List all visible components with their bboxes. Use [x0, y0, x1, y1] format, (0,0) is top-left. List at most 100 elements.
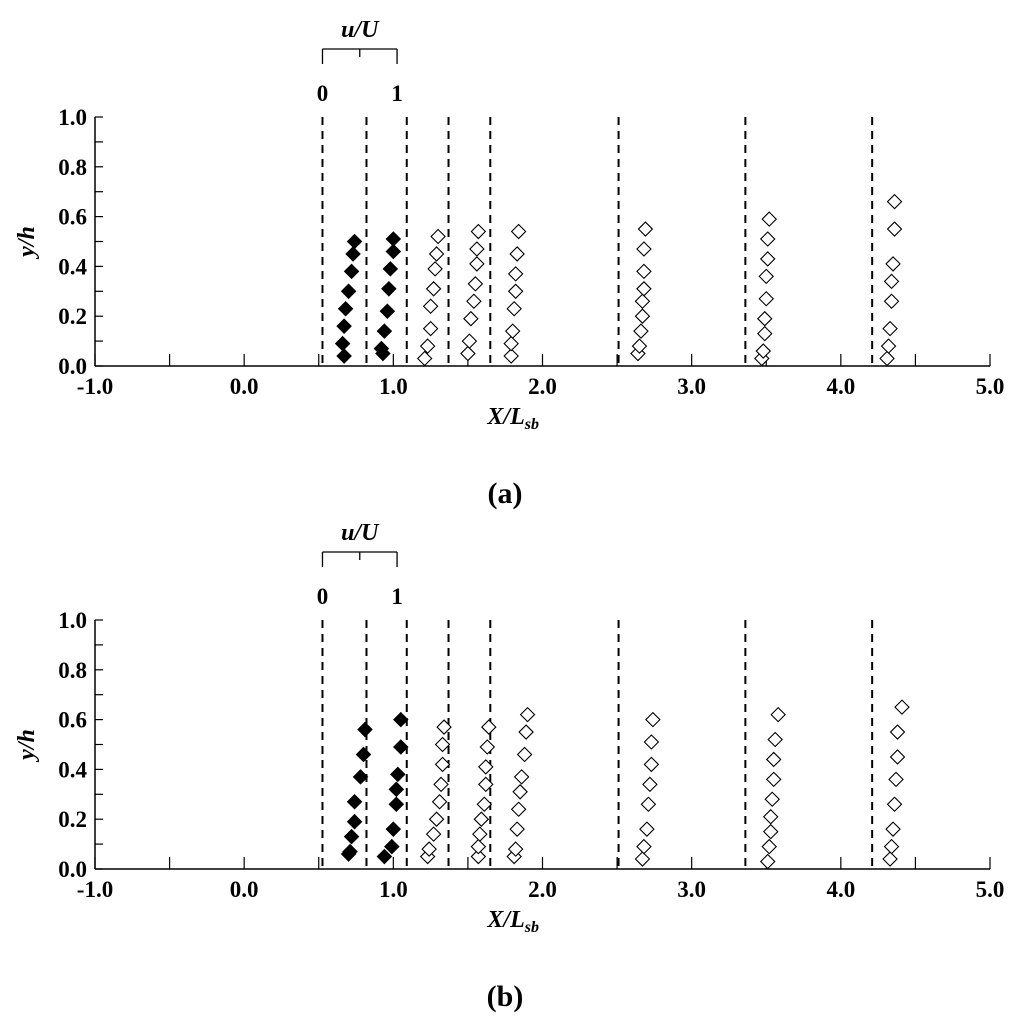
y-tick-label: 0.8 [58, 155, 87, 180]
open-diamond-point [889, 749, 906, 765]
open-diamond-point [419, 338, 436, 354]
open-diamond-point [519, 706, 536, 723]
y-tick-label: 0.0 [58, 857, 87, 882]
open-diamond-point [886, 221, 903, 237]
open-diamond-point [755, 343, 772, 359]
open-diamond-point [889, 724, 906, 740]
y-axis-title: y/h [14, 226, 40, 260]
scale-bar-min-label: 0 [317, 584, 329, 609]
filled-diamond-point [357, 721, 373, 738]
y-tick-label: 0.2 [58, 807, 87, 832]
x-tick-label: 4.0 [826, 877, 855, 902]
open-diamond-point [631, 338, 648, 354]
scale-bar-label: u/U [341, 520, 380, 546]
y-axis-title: y/h [14, 729, 40, 763]
x-tick-label: 3.0 [677, 374, 706, 399]
open-diamond-point [425, 281, 442, 297]
filled-diamond-point [388, 781, 405, 798]
y-tick-label: 0.0 [58, 354, 87, 379]
open-diamond-point [516, 746, 533, 763]
y-tick-label: 0.6 [58, 205, 87, 230]
open-diamond-point [640, 796, 657, 813]
scale-bar-max-label: 1 [391, 584, 403, 609]
open-diamond-point [634, 293, 651, 310]
open-diamond-point [883, 293, 900, 310]
open-diamond-point [886, 796, 903, 813]
open-diamond-point [509, 821, 525, 837]
open-diamond-point [422, 320, 439, 337]
filled-diamond-point [336, 318, 352, 334]
filled-diamond-point [343, 828, 360, 845]
filled-diamond-point [337, 300, 354, 317]
filled-diamond-point [334, 335, 351, 352]
open-diamond-point [469, 256, 485, 272]
open-diamond-point [510, 223, 527, 240]
x-axis-title: X/Lsb [486, 404, 539, 433]
open-diamond-point [642, 776, 658, 793]
x-tick-label: 1.0 [379, 374, 408, 399]
open-diamond-point [436, 719, 452, 735]
open-diamond-point [467, 276, 484, 292]
open-diamond-point [428, 811, 445, 827]
open-diamond-point [882, 851, 898, 867]
filled-diamond-point [343, 263, 360, 280]
open-diamond-point [879, 350, 895, 367]
filled-diamond-point [388, 796, 405, 813]
open-diamond-point [764, 791, 780, 808]
open-diamond-point [470, 223, 487, 240]
open-diamond-point [636, 263, 652, 280]
x-tick-label: -1.0 [77, 374, 113, 399]
open-diamond-point [880, 338, 897, 354]
filled-diamond-point [385, 243, 402, 260]
y-tick-label: 0.2 [58, 304, 87, 329]
filled-diamond-point [342, 843, 358, 860]
x-tick-label: 1.0 [379, 877, 408, 902]
filled-diamond-point [346, 793, 363, 810]
filled-diamond-point [336, 348, 352, 364]
filled-diamond-point [376, 848, 393, 865]
open-diamond-point [518, 724, 534, 740]
x-tick-label: 0.0 [230, 877, 259, 902]
chart-panel-a: -1.0 0.0 1.0 2.0 3.0 4.0 5.00.00.20.40.60.81.0… [14, 17, 1004, 510]
open-diamond-point [473, 811, 490, 827]
open-diamond-point [759, 251, 776, 267]
open-diamond-point [509, 246, 525, 262]
open-diamond-point [759, 853, 776, 870]
open-diamond-point [479, 739, 496, 755]
open-diamond-point [507, 841, 524, 857]
open-diamond-point [507, 266, 524, 282]
filled-diamond-point [355, 746, 372, 763]
open-diamond-point [636, 838, 652, 855]
filled-diamond-point [385, 231, 402, 247]
filled-diamond-point [393, 739, 409, 755]
open-diamond-point [758, 290, 775, 307]
open-diamond-point [883, 273, 900, 290]
open-diamond-point [461, 333, 478, 349]
open-diamond-point [761, 211, 778, 227]
y-tick-label: 0.4 [58, 757, 87, 782]
open-diamond-point [472, 826, 488, 842]
open-diamond-point [633, 323, 649, 339]
open-diamond-point [886, 193, 903, 210]
filled-diamond-point [384, 838, 400, 855]
x-tick-label: 5.0 [976, 877, 1005, 902]
open-diamond-point [634, 851, 651, 867]
x-tick-label: 5.0 [976, 374, 1005, 399]
filled-diamond-point [385, 821, 402, 837]
filled-diamond-point [393, 711, 409, 728]
open-diamond-point [756, 325, 773, 342]
open-diamond-point [506, 300, 522, 317]
y-tick-label: 0.4 [58, 254, 87, 279]
open-diamond-point [507, 283, 524, 300]
filled-diamond-point [376, 323, 393, 339]
open-diamond-point [762, 808, 779, 825]
open-diamond-point [434, 736, 451, 753]
open-diamond-point [765, 771, 782, 788]
open-diamond-point [427, 261, 443, 277]
open-diamond-point [476, 796, 493, 813]
panel-caption: (a) [488, 477, 523, 510]
x-tick-label: 2.0 [528, 877, 557, 902]
chart-panel-b: -1.0 0.0 1.0 2.0 3.0 4.0 5.00.00.20.40.60.81.0… [14, 520, 1004, 1013]
open-diamond-point [503, 335, 519, 352]
panel-caption: (b) [487, 980, 524, 1013]
